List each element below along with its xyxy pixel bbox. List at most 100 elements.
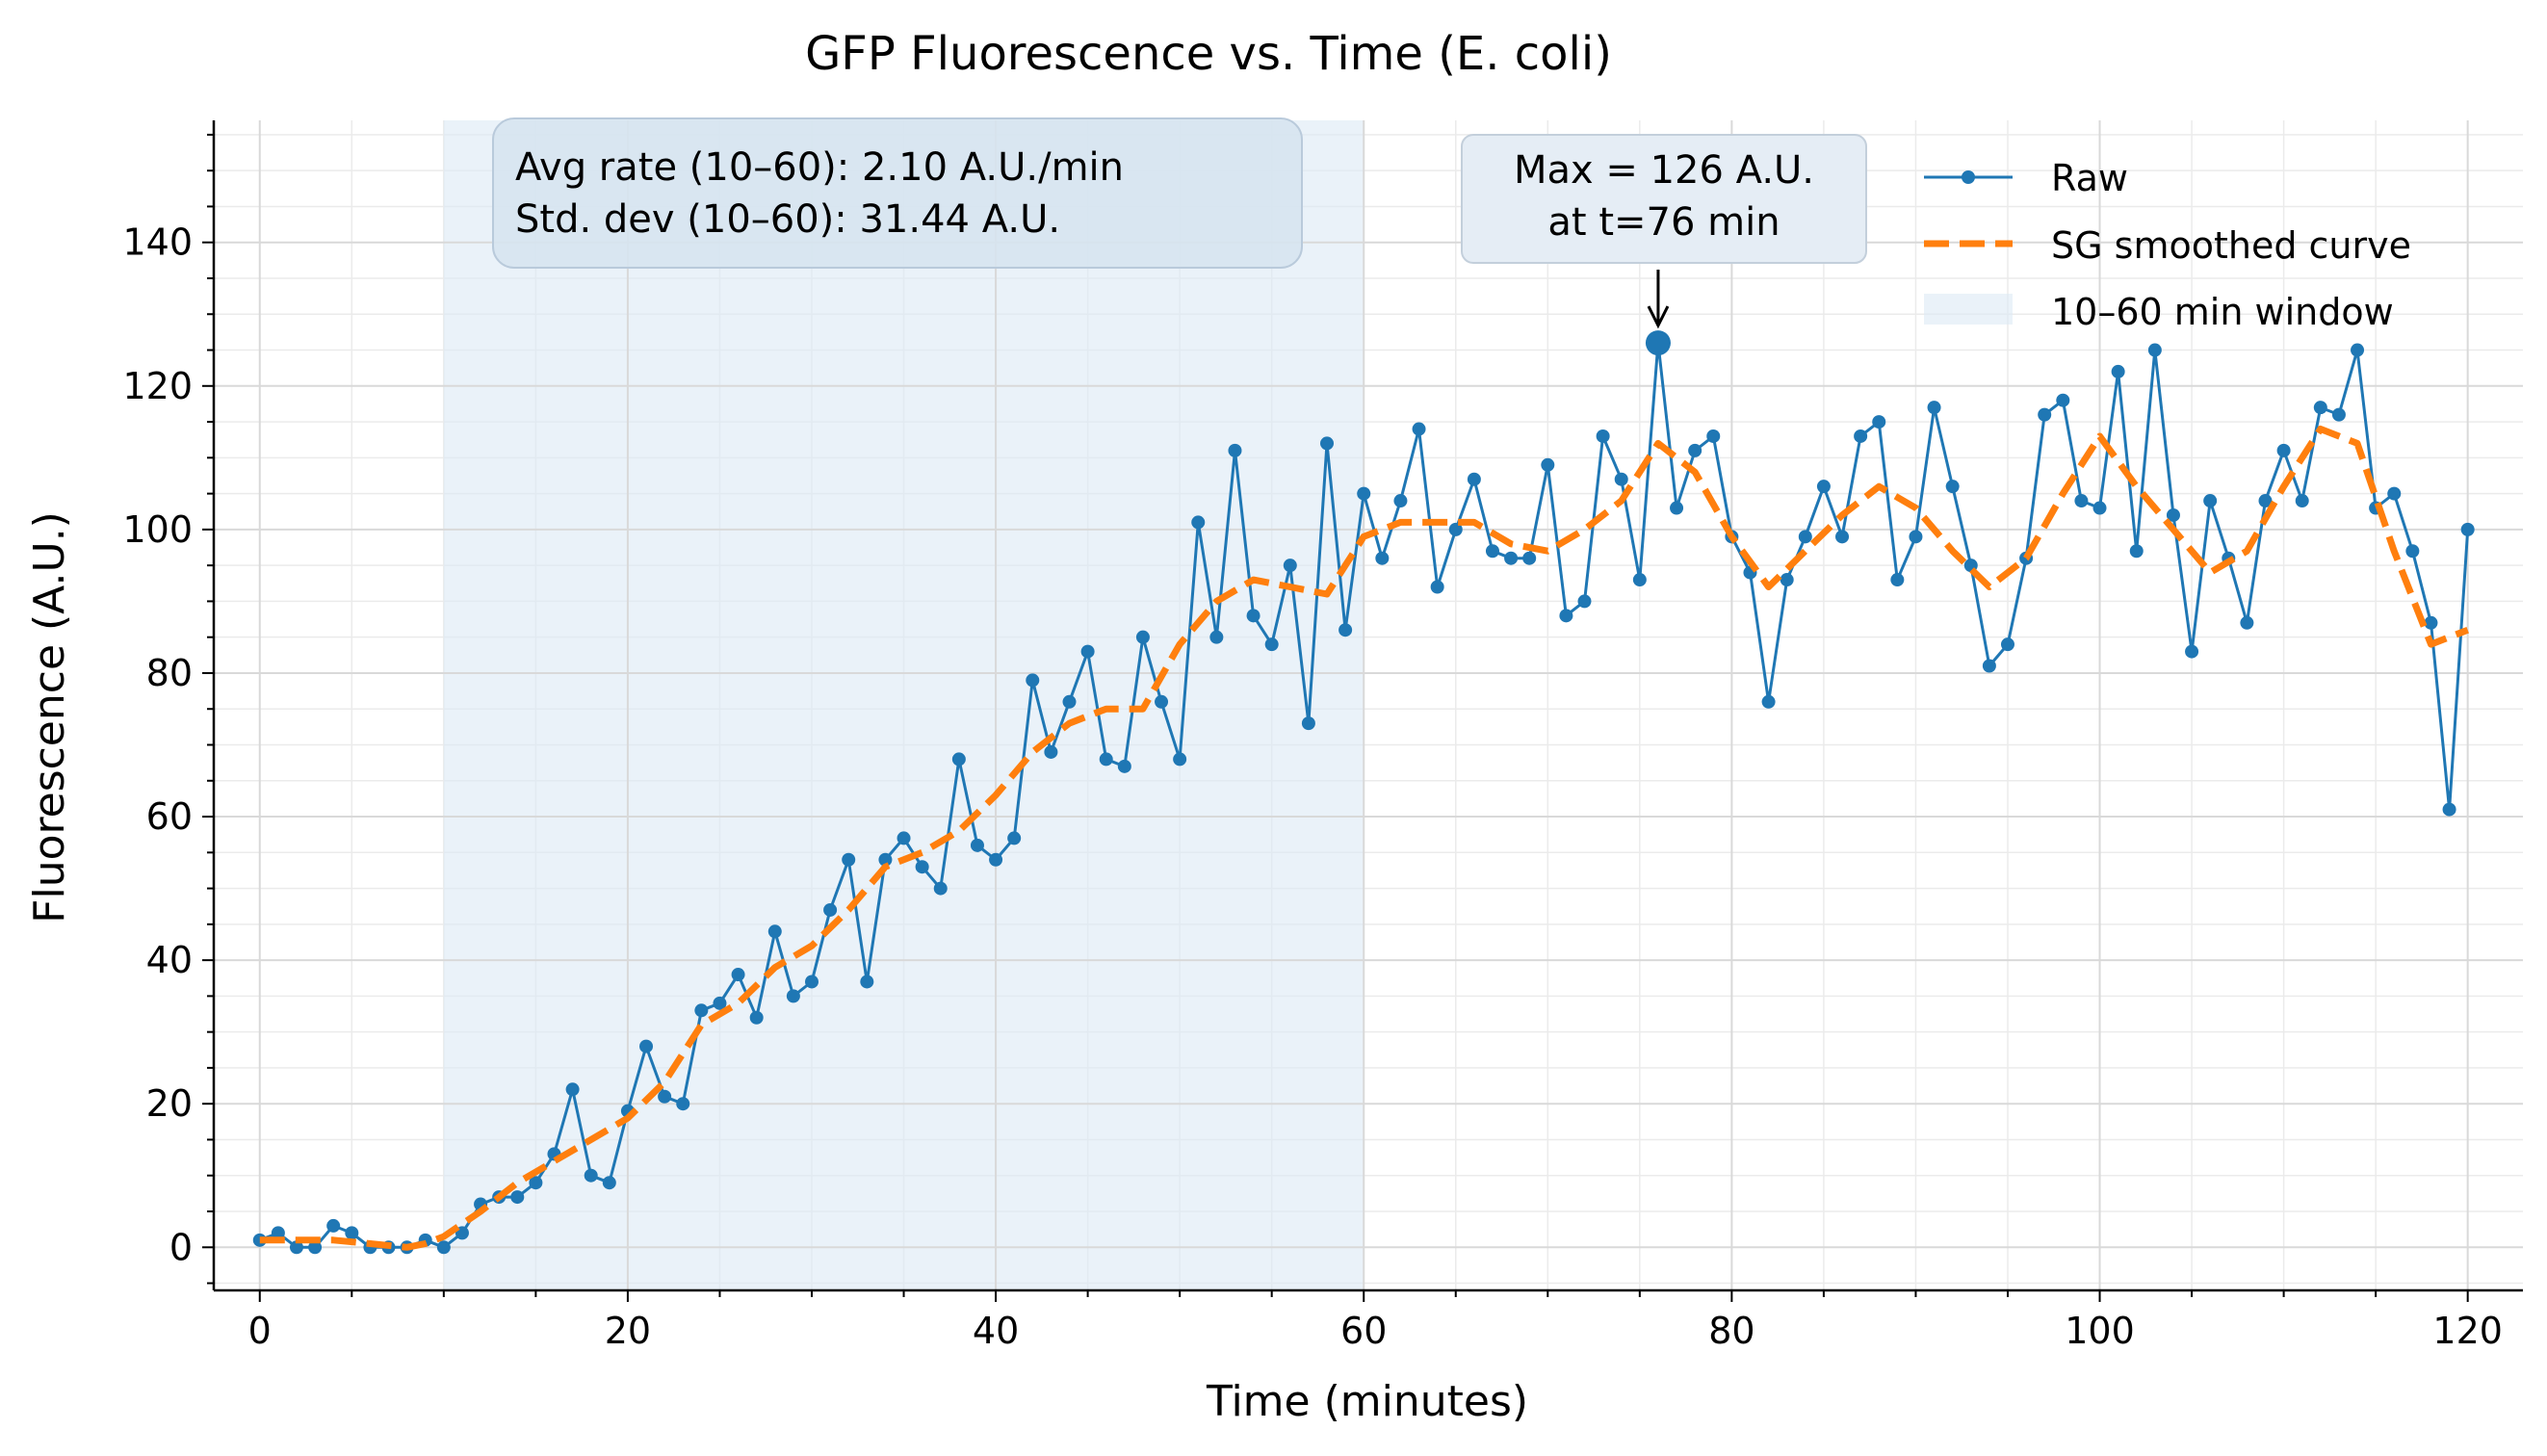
max-point (1645, 330, 1671, 356)
raw-point (2313, 401, 2327, 415)
raw-point (1670, 501, 1684, 515)
raw-point (2351, 343, 2365, 357)
shaded-window-layer (443, 120, 1364, 1290)
raw-point (2166, 507, 2180, 522)
raw-point (1927, 401, 1941, 415)
raw-point (878, 852, 893, 867)
raw-point (2331, 407, 2346, 422)
y-tick-label: 20 (146, 1082, 193, 1125)
raw-point (529, 1176, 543, 1190)
x-tick-label: 60 (1340, 1310, 1387, 1352)
max-line-value: Max = 126 A.U. (1514, 148, 1814, 193)
raw-point (639, 1039, 654, 1053)
y-axis-label: Fluorescence (A.U.) (25, 511, 74, 923)
raw-point (436, 1240, 451, 1255)
raw-point (951, 752, 966, 767)
raw-point (345, 1226, 359, 1240)
raw-point (510, 1190, 525, 1205)
raw-point (2240, 615, 2254, 630)
raw-point (2460, 522, 2475, 536)
stats-box (492, 117, 1303, 269)
legend-raw-marker (1962, 170, 1975, 184)
raw-point (970, 838, 984, 852)
raw-point (2056, 393, 2070, 407)
smoothed-series-line (259, 426, 2469, 1251)
raw-point (897, 831, 911, 845)
raw-point (2387, 486, 2402, 501)
raw-point (1320, 436, 1335, 451)
y-tick-label: 100 (122, 508, 193, 551)
raw-point (1504, 551, 1519, 565)
raw-point (1062, 694, 1077, 709)
raw-point (1117, 759, 1131, 773)
raw-point (602, 1176, 616, 1190)
raw-point (565, 1082, 580, 1097)
raw-point (1007, 831, 1022, 845)
raw-point (1357, 486, 1371, 501)
x-tick-label: 20 (605, 1310, 651, 1352)
raw-point (658, 1089, 672, 1104)
raw-point (2111, 364, 2125, 378)
raw-point (289, 1240, 303, 1255)
raw-point (1099, 752, 1113, 767)
legend-window-swatch (1924, 294, 2013, 325)
raw-point (767, 924, 782, 939)
raw-point (1155, 694, 1169, 709)
raw-point (2424, 615, 2438, 630)
raw-point (1854, 429, 1868, 443)
raw-point (749, 1010, 764, 1025)
x-tick-label: 120 (2432, 1310, 2503, 1352)
raw-point (1264, 637, 1279, 652)
raw-point (1467, 472, 1481, 486)
raw-point (933, 881, 948, 896)
raw-point (731, 968, 745, 982)
raw-point (2147, 343, 2162, 357)
raw-point (1246, 609, 1261, 623)
max-annotation: Max = 126 A.U. at t=76 min (1461, 134, 1867, 329)
legend-window-label: 10–60 min window (2051, 291, 2394, 333)
raw-point (823, 902, 838, 917)
major-grid (214, 120, 2523, 1290)
raw-point (1816, 480, 1831, 494)
raw-point (1982, 659, 1996, 673)
raw-point (1412, 422, 1426, 436)
raw-point (1080, 644, 1095, 659)
raw-point (271, 1226, 285, 1240)
raw-point (713, 996, 727, 1010)
raw-point (1761, 694, 1776, 709)
raw-point (786, 989, 800, 1003)
raw-point (915, 860, 929, 874)
raw-point (1026, 673, 1040, 688)
raw-point (2129, 544, 2144, 559)
raw-point (584, 1168, 598, 1183)
raw-point (1375, 551, 1390, 565)
raw-point (1283, 559, 1297, 573)
raw-point (1890, 573, 1905, 587)
y-tick-label: 80 (146, 652, 193, 694)
max-box (1461, 134, 1867, 264)
stats-line-std: Std. dev (10–60): 31.44 A.U. (515, 197, 1060, 242)
raw-point (1798, 530, 1812, 544)
y-tick-label: 120 (122, 365, 193, 407)
raw-point (1338, 623, 1353, 637)
raw-point (860, 975, 874, 989)
raw-point (676, 1097, 690, 1111)
raw-point (2092, 501, 2107, 515)
raw-point (2258, 494, 2273, 508)
raw-point (1135, 630, 1150, 644)
raw-point (2405, 544, 2420, 559)
x-tick-label: 100 (2065, 1310, 2135, 1352)
max-arrow-head (1647, 305, 1670, 329)
raw-point (2203, 494, 2218, 508)
raw-point (1688, 443, 1702, 457)
shaded-window (443, 120, 1364, 1290)
raw-point (1393, 494, 1408, 508)
raw-point (2276, 443, 2291, 457)
raw-point (694, 1003, 709, 1018)
raw-point (2185, 644, 2199, 659)
raw-point (1301, 716, 1315, 731)
raw-point (1780, 573, 1794, 587)
x-axis-label: Time (minutes) (1206, 1377, 1528, 1426)
raw-point (842, 852, 856, 867)
